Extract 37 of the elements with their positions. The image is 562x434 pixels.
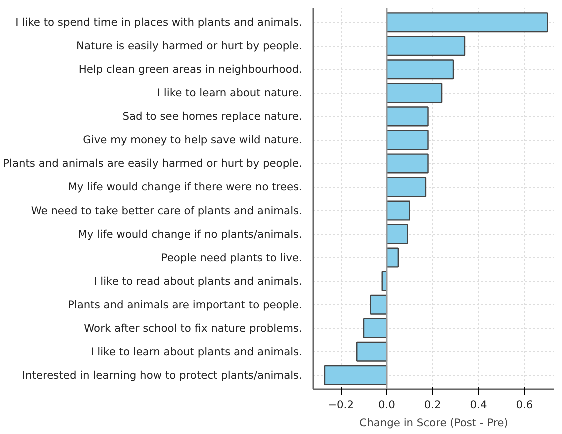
y-tick-label: Interested in learning how to protect plants/animals. bbox=[22, 368, 303, 382]
bar bbox=[386, 83, 443, 104]
bar bbox=[386, 177, 427, 198]
y-tick-label: Plants and animals are important to people. bbox=[68, 298, 303, 312]
bar bbox=[356, 342, 388, 362]
bar bbox=[386, 36, 466, 56]
x-tick-label: −0.2 bbox=[328, 398, 354, 412]
y-tick-label: Nature is easily harmed or hurt by people. bbox=[76, 40, 302, 53]
y-tick-label: Help clean green areas in neighbourhood. bbox=[78, 63, 303, 76]
y-tick-label: I like to learn about nature. bbox=[157, 86, 302, 100]
bar bbox=[386, 12, 548, 33]
bar bbox=[386, 106, 429, 127]
bar bbox=[386, 248, 400, 268]
bar bbox=[386, 200, 410, 221]
x-tick-label: 0.2 bbox=[424, 398, 442, 412]
x-tick-label: 0.6 bbox=[516, 398, 534, 412]
x-axis-title: Change in Score (Post - Pre) bbox=[360, 416, 508, 430]
y-tick-label: We need to take better care of plants and animals. bbox=[31, 204, 303, 218]
y-tick-label: My life would change if no plants/animals. bbox=[78, 228, 303, 241]
y-tick-label: I like to learn about plants and animals. bbox=[91, 345, 303, 358]
y-tick-label: Sad to see homes replace nature. bbox=[122, 110, 303, 124]
bar bbox=[370, 294, 388, 315]
bar bbox=[386, 154, 429, 174]
bar bbox=[363, 318, 388, 338]
y-tick-label: People need plants to live. bbox=[161, 251, 303, 264]
x-tick-label: 0.4 bbox=[470, 398, 488, 412]
y-tick-label: I like to read about plants and animals. bbox=[94, 274, 302, 288]
x-tick-label: 0.0 bbox=[378, 398, 396, 412]
y-tick-label: Give my money to help save wild nature. bbox=[83, 134, 303, 147]
bar bbox=[386, 224, 408, 244]
bar bbox=[324, 365, 388, 386]
bar bbox=[386, 130, 429, 150]
y-tick-label: My life would change if there were no trees. bbox=[68, 180, 303, 194]
bar bbox=[386, 60, 454, 80]
y-tick-label: Work after school to fix nature problems. bbox=[84, 322, 303, 335]
y-tick-label: Plants and animals are easily harmed or hurt by people. bbox=[3, 157, 303, 170]
y-tick-label: I like to spend time in places with plants and animals. bbox=[16, 16, 303, 30]
